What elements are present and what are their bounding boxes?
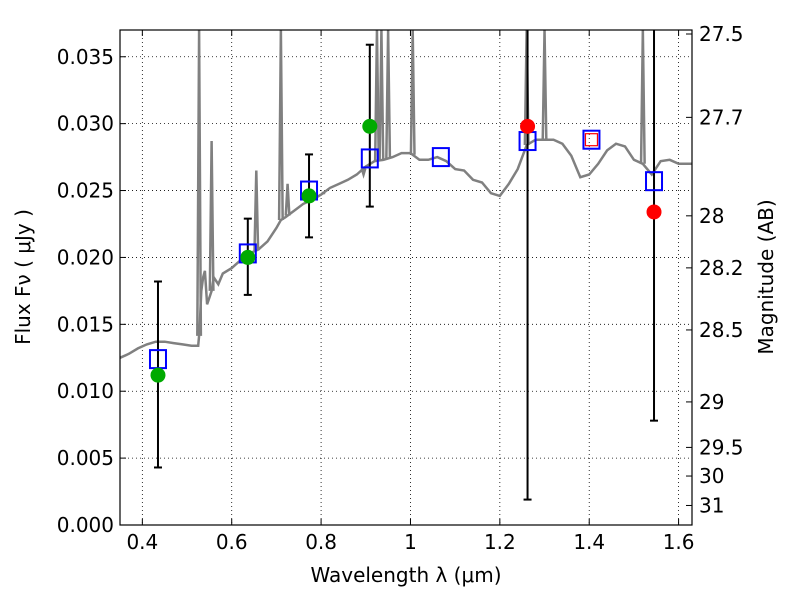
markers xyxy=(148,118,664,383)
limit-square xyxy=(584,133,599,147)
model-photometry-square xyxy=(645,171,664,192)
emission-line-spike xyxy=(277,30,284,220)
emission-line-spike xyxy=(196,30,203,336)
x-tick-label: 1.2 xyxy=(484,530,516,554)
y2-tick-label: 31 xyxy=(699,493,724,517)
y-tick-label: 0.005 xyxy=(57,446,114,470)
detection-point xyxy=(362,118,378,134)
model-photometry-square xyxy=(582,129,601,150)
y2-tick-label: 28.5 xyxy=(699,318,744,342)
y2-tick-label: 28 xyxy=(699,204,724,228)
y-tick-label: 0.030 xyxy=(57,112,114,136)
emission-line-spike xyxy=(208,141,215,291)
emission-line-spike xyxy=(284,183,291,216)
limit-point xyxy=(520,118,536,134)
detection-point xyxy=(301,188,317,204)
emission-line-spike xyxy=(541,30,548,140)
detection-point xyxy=(240,249,256,265)
model-photometry-square xyxy=(431,147,450,168)
emission-line-spike xyxy=(253,170,260,251)
x-axis-label: Wavelength λ (μm) xyxy=(310,563,501,587)
y2-tick-label: 30 xyxy=(699,464,724,488)
emission-line-spike xyxy=(360,168,367,179)
y-tick-label: 0.015 xyxy=(57,312,114,336)
y2-tick-label: 27.7 xyxy=(699,105,744,129)
y-tick-label: 0.010 xyxy=(57,379,114,403)
x-tick-label: 0.6 xyxy=(216,530,248,554)
emission-line-spike xyxy=(385,30,392,159)
error-bars xyxy=(153,30,659,501)
emission-line-spike xyxy=(373,30,380,161)
y2-tick-label: 27.5 xyxy=(699,22,744,46)
plot-frame xyxy=(119,29,693,526)
detection-point xyxy=(150,367,166,383)
x-tick-label: 0.4 xyxy=(126,530,158,554)
x-tick-label: 0.8 xyxy=(305,530,337,554)
emission-line-spike xyxy=(639,30,646,164)
model-photometry-square xyxy=(360,148,379,169)
model-sed-line xyxy=(120,138,692,359)
limit-point xyxy=(646,204,662,220)
y-tick-label: 0.020 xyxy=(57,245,114,269)
y2-axis-label: Magnitude (AB) xyxy=(754,199,778,354)
y-tick-label: 0.035 xyxy=(57,45,114,69)
y-axis-label: Flux Fν ( μJy ) xyxy=(11,209,35,345)
x-tick-label: 1.4 xyxy=(573,530,605,554)
emission-line-spike xyxy=(409,30,416,155)
x-tick-label: 1 xyxy=(404,530,417,554)
emission-line-spike xyxy=(378,30,385,161)
y2-tick-label: 29.5 xyxy=(699,435,744,459)
axis-ticks: 0.4 0.6 0.8 1 1.2 1.4 1.6 0.000 0.005 0.010 0.015 0… xyxy=(57,22,744,554)
x-tick-label: 1.6 xyxy=(663,530,695,554)
y-tick-label: 0.025 xyxy=(57,179,114,203)
y2-tick-label: 29 xyxy=(699,390,724,414)
y-tick-label: 0.000 xyxy=(57,513,114,537)
y2-tick-label: 28.2 xyxy=(699,256,744,280)
plot-area xyxy=(120,30,692,359)
